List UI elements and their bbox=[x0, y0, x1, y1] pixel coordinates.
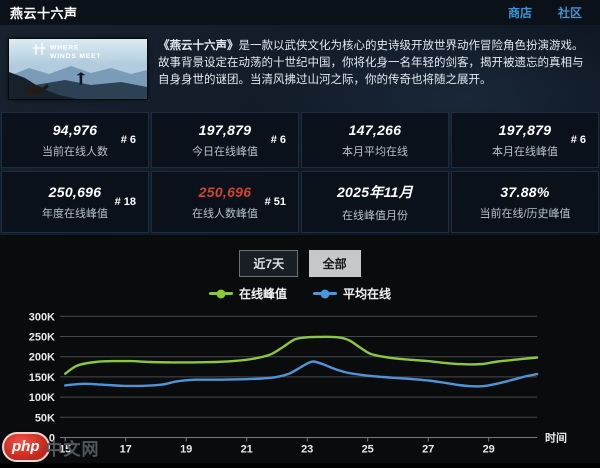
legend-dot-blue bbox=[320, 289, 330, 298]
svg-text:150K: 150K bbox=[29, 372, 55, 384]
page-header: 燕云十六声 商店 社区 bbox=[0, 0, 600, 25]
horse-head bbox=[42, 84, 49, 90]
page-title: 燕云十六声 bbox=[10, 6, 78, 21]
svg-text:19: 19 bbox=[180, 444, 192, 456]
svg-text:17: 17 bbox=[120, 444, 132, 456]
stat-label: 当前在线人数 bbox=[42, 145, 108, 158]
game-info: WHERE WINDS MEET 《燕云十六声》是一款以武侠文化为核心的史诗级开… bbox=[0, 25, 600, 111]
person-silhouette bbox=[79, 75, 83, 85]
range-button-7days[interactable]: 近7天 bbox=[239, 250, 299, 277]
legend-line-green bbox=[208, 289, 233, 298]
chart-legend: 在线峰值 平均在线 bbox=[0, 285, 600, 302]
svg-text:25: 25 bbox=[362, 444, 374, 456]
stat-label: 在线人数峰值 bbox=[192, 207, 258, 220]
game-info-section: WHERE WINDS MEET 《燕云十六声》是一款以武侠文化为核心的史诗级开… bbox=[0, 25, 600, 235]
stat-label: 年度在线峰值 bbox=[42, 207, 108, 220]
range-controls: 近7天 全部 bbox=[0, 235, 600, 277]
legend-label: 在线峰值 bbox=[238, 287, 287, 301]
stat-value: 197,879 bbox=[198, 121, 252, 138]
stat-label: 本月平均在线 bbox=[342, 145, 408, 158]
stat-card-month-average: 147,266 本月平均在线 bbox=[301, 112, 449, 168]
game-description: 《燕云十六声》是一款以武侠文化为核心的史诗级开放世界动作冒险角色扮演游戏。 故事… bbox=[158, 38, 588, 111]
stat-label: 今日在线峰值 bbox=[192, 145, 258, 158]
stats-grid: 94,976 当前在线人数 # 6 197,879 今日在线峰值 # 6 147,2… bbox=[1, 112, 599, 233]
horse-silhouette bbox=[24, 85, 44, 95]
svg-text:23: 23 bbox=[301, 444, 313, 456]
svg-text:15: 15 bbox=[59, 444, 71, 456]
stat-value: 197,879 bbox=[498, 121, 552, 138]
legend-line-blue bbox=[313, 289, 337, 298]
person-hat bbox=[76, 72, 86, 76]
php-logo: php bbox=[2, 432, 50, 462]
community-link[interactable]: 社区 bbox=[557, 6, 582, 20]
svg-text:21: 21 bbox=[241, 444, 253, 456]
range-button-all[interactable]: 全部 bbox=[308, 250, 361, 277]
svg-text:300K: 300K bbox=[29, 311, 55, 323]
svg-text:27: 27 bbox=[422, 444, 434, 456]
stat-label: 在线峰值月份 bbox=[341, 209, 408, 222]
game-logo-line2: WINDS MEET bbox=[50, 53, 101, 60]
svg-text:时间: 时间 bbox=[545, 431, 567, 445]
stat-label: 本月在线峰值 bbox=[492, 145, 558, 158]
stat-value: 250,696 bbox=[48, 183, 102, 200]
chart-section: 近7天 全部 在线峰值 平均在线 0 50K 100K 150K 200K 250K 300… bbox=[0, 235, 600, 463]
stat-card-year-peak: 250,696 年度在线峰值 # 18 bbox=[1, 171, 149, 233]
stat-value: 37.88% bbox=[500, 183, 550, 200]
legend-item-peak[interactable]: 在线峰值 bbox=[208, 285, 287, 302]
player-count-chart: 0 50K 100K 150K 200K 250K 300K 15 17 19 21 23 25 27 29… bbox=[0, 295, 600, 463]
svg-text:29: 29 bbox=[483, 444, 495, 456]
svg-text:100K: 100K bbox=[29, 392, 55, 404]
watermark: php 中文网 bbox=[2, 432, 100, 462]
stat-card-alltime-peak: 250,696 在线人数峰值 # 51 bbox=[151, 171, 299, 233]
svg-text:200K: 200K bbox=[29, 352, 55, 364]
legend-dot-green bbox=[216, 289, 226, 298]
game-logo-mark bbox=[32, 42, 46, 55]
stat-card-today-peak: 197,879 今日在线峰值 # 6 bbox=[151, 112, 299, 168]
stat-card-month-peak: 197,879 本月在线峰值 # 6 bbox=[451, 112, 599, 168]
stat-card-peak-month: 2025年11月在线峰值月份 bbox=[301, 171, 449, 233]
stat-rank: # 6 bbox=[570, 134, 586, 146]
game-description-title: 《燕云十六声》 bbox=[158, 40, 239, 52]
stat-value: 94,976 bbox=[52, 121, 98, 138]
game-logo-line1: WHERE bbox=[50, 45, 79, 52]
stat-label: 当前在线/历史峰值 bbox=[479, 207, 571, 220]
game-description-body: 是一款以武侠文化为核心的史诗级开放世界动作冒险角色扮演游戏。 故事背景设定在动荡… bbox=[158, 40, 584, 86]
stat-rank: # 51 bbox=[264, 196, 286, 208]
stat-value: 250,696 bbox=[198, 183, 252, 200]
stat-value: 147,266 bbox=[348, 121, 402, 138]
svg-text:0: 0 bbox=[49, 433, 55, 445]
store-link[interactable]: 商店 bbox=[507, 6, 532, 20]
legend-item-average[interactable]: 平均在线 bbox=[313, 285, 391, 302]
header-nav: 商店 社区 bbox=[508, 4, 582, 21]
game-capsule-image[interactable]: WHERE WINDS MEET bbox=[8, 38, 148, 100]
stat-rank: # 6 bbox=[270, 134, 286, 146]
stat-card-current-vs-peak: 37.88% 当前在线/历史峰值 bbox=[451, 171, 599, 233]
svg-text:50K: 50K bbox=[35, 412, 55, 424]
stat-value: 2025年11月 bbox=[336, 183, 414, 200]
svg-text:250K: 250K bbox=[29, 332, 55, 344]
capsule-mid-mountains bbox=[9, 66, 147, 87]
stat-card-current-players: 94,976 当前在线人数 # 6 bbox=[1, 112, 149, 168]
watermark-text: 中文网 bbox=[45, 439, 100, 459]
legend-label: 平均在线 bbox=[343, 287, 392, 301]
stat-rank: # 6 bbox=[120, 134, 136, 146]
stat-rank: # 18 bbox=[114, 196, 136, 208]
